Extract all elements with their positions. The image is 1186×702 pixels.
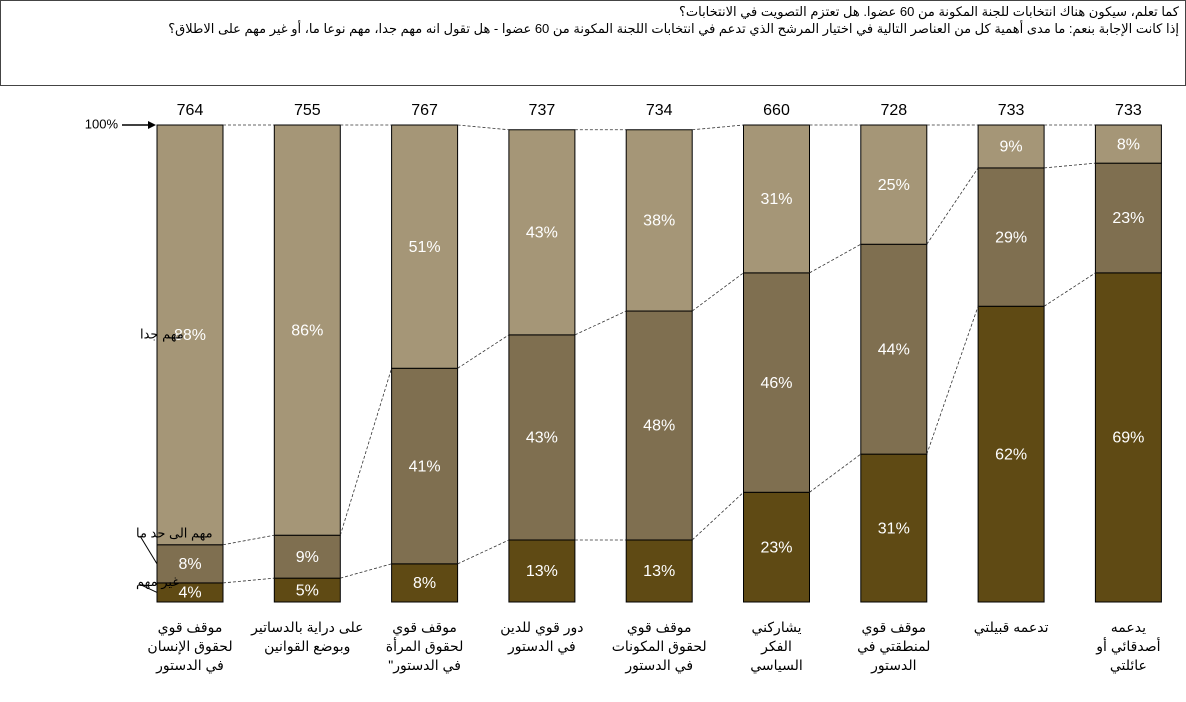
category-label: يدعمه أصدقائي أو عائلتي — [1096, 619, 1161, 673]
value-label: 9% — [1000, 139, 1023, 156]
category-label: موقف قوي لحقوق الإنسان في الدستور — [147, 619, 233, 673]
y-tick-label: 100% — [85, 116, 119, 131]
connector — [809, 453, 862, 493]
category-label: تدعمه قبيلتي — [973, 619, 1049, 635]
category-label: على دراية بالدساتير وبوضع القوانين — [251, 619, 364, 654]
connector — [222, 577, 275, 584]
value-label: 44% — [878, 341, 910, 358]
bar-segment — [156, 544, 224, 584]
legend-label: غير مهم — [136, 574, 179, 590]
value-label: 5% — [296, 582, 319, 599]
question-line: إذا كانت الإجابة بنعم: ما مدى أهمية كل م… — [168, 21, 1179, 36]
n-label: 660 — [763, 102, 790, 119]
connector — [1043, 272, 1096, 307]
bar-segment — [743, 124, 810, 274]
category-label: موقف قوي لمنطقتي في الدستور — [857, 619, 931, 673]
connector — [457, 334, 510, 369]
connector — [809, 243, 861, 274]
bar-segment — [625, 310, 693, 541]
bar-segment — [508, 539, 576, 603]
category-label: موقف قوي لحقوق المرأة في الدستور" — [385, 619, 464, 673]
bar-segment — [860, 124, 928, 245]
value-label: 51% — [409, 239, 441, 256]
bar-segment — [860, 453, 928, 603]
n-label: 733 — [1115, 102, 1142, 119]
connector — [1044, 162, 1096, 169]
value-label: 31% — [760, 191, 792, 208]
n-label: 728 — [880, 102, 907, 119]
bar-segment — [743, 272, 810, 493]
n-label: 767 — [411, 102, 438, 119]
bar-segment — [273, 124, 341, 536]
connector — [691, 272, 744, 312]
question-box: كما تعلم، سيكون هناك انتخابات للجنة المك… — [0, 0, 1186, 86]
connector — [457, 539, 510, 565]
value-label: 86% — [291, 322, 323, 339]
bar-segment — [391, 563, 459, 603]
bar-segment — [977, 124, 1045, 169]
n-label: 733 — [998, 102, 1025, 119]
connector — [692, 124, 744, 131]
connector — [926, 306, 979, 455]
value-label: 46% — [760, 375, 792, 392]
value-label: 38% — [643, 213, 675, 230]
leader-line — [139, 535, 158, 565]
bar-segment — [1094, 124, 1162, 164]
n-label: 764 — [177, 102, 204, 119]
legend-label: مهم جدا — [140, 326, 184, 342]
connector — [691, 491, 744, 541]
connector — [339, 368, 392, 536]
value-label: 43% — [526, 430, 558, 447]
bar-segment — [273, 534, 341, 579]
n-label: 755 — [294, 102, 321, 119]
value-label: 23% — [760, 539, 792, 556]
connector — [926, 167, 979, 245]
value-label: 88% — [174, 327, 206, 344]
connector — [457, 124, 509, 131]
leader-line — [139, 584, 158, 593]
bar-segment — [743, 491, 810, 603]
value-label: 29% — [995, 229, 1027, 246]
value-label: 69% — [1112, 430, 1144, 447]
value-label: 62% — [995, 446, 1027, 463]
value-label: 25% — [878, 177, 910, 194]
connector — [222, 534, 275, 546]
bar-segment — [508, 334, 576, 541]
bar-segment — [860, 243, 928, 455]
bar-segment — [977, 305, 1045, 603]
value-label: 48% — [643, 418, 675, 435]
value-label: 4% — [178, 585, 201, 602]
value-label: 41% — [409, 458, 441, 475]
value-label: 8% — [413, 575, 436, 592]
legend-label: مهم الى حد ما — [136, 525, 213, 541]
bar-segment — [508, 129, 576, 336]
value-label: 23% — [1112, 210, 1144, 227]
value-label: 43% — [526, 225, 558, 242]
question-line: كما تعلم، سيكون هناك انتخابات للجنة المك… — [678, 4, 1179, 19]
category-label: موقف قوي لحقوق المكونات في الدستور — [611, 619, 707, 673]
n-label: 737 — [529, 102, 556, 119]
value-label: 8% — [178, 556, 201, 573]
bar-segment — [625, 539, 693, 603]
n-label: 734 — [646, 102, 673, 119]
value-label: 31% — [878, 520, 910, 537]
category-label: دور قوي للدين في الدستور — [500, 619, 584, 654]
arrow-head — [148, 121, 156, 129]
bar-segment — [391, 367, 459, 565]
bar-segment — [625, 129, 693, 312]
bar-segment — [391, 124, 459, 369]
bar-segment — [977, 167, 1045, 307]
value-label: 9% — [296, 549, 319, 566]
value-label: 13% — [526, 563, 558, 580]
connector — [340, 563, 392, 579]
connector — [574, 310, 627, 336]
category-label: يشاركني الفكر السياسي — [750, 619, 803, 673]
bar-segment — [156, 124, 224, 546]
value-label: 13% — [643, 563, 675, 580]
value-label: 8% — [1117, 136, 1140, 153]
